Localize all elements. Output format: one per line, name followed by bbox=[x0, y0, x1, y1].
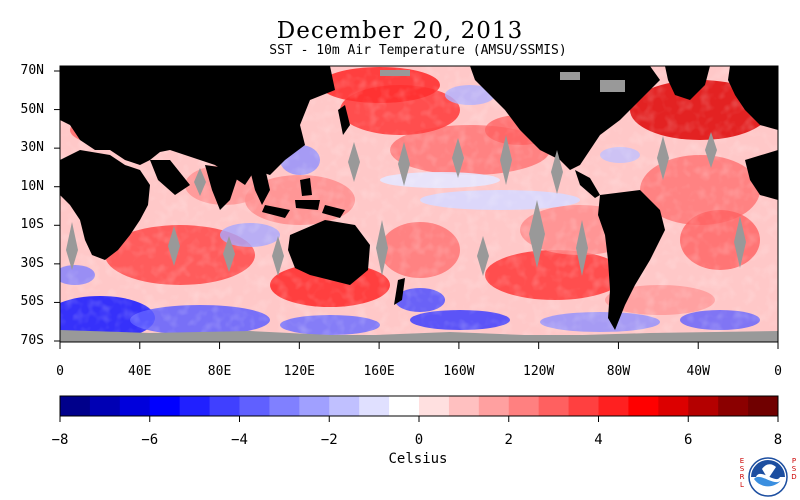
lon-label: 0 bbox=[56, 364, 64, 379]
colorbar-swatch bbox=[538, 396, 570, 416]
ice-missing-data bbox=[60, 70, 778, 342]
colorbar-swatch bbox=[508, 396, 540, 416]
lon-label: 120W bbox=[523, 364, 555, 379]
lon-label: 0 bbox=[774, 364, 782, 379]
psd-text: PSD bbox=[790, 457, 798, 481]
lon-label: 160E bbox=[363, 364, 395, 379]
colorbar-tick-label: −2 bbox=[320, 432, 338, 448]
colorbar-swatch bbox=[478, 396, 510, 416]
colorbar-title: Celsius bbox=[388, 451, 448, 467]
colorbar-swatch bbox=[329, 396, 360, 416]
lon-label: 40E bbox=[128, 364, 152, 379]
colorbar-swatch bbox=[149, 396, 181, 416]
land-masses bbox=[60, 66, 778, 330]
colorbar-tick-label: 8 bbox=[773, 432, 783, 448]
colorbar-swatch bbox=[389, 396, 420, 416]
colorbar-swatch bbox=[60, 396, 91, 416]
colorbar-swatch bbox=[359, 396, 390, 416]
lat-label: 10S bbox=[20, 217, 44, 233]
lon-label: 80W bbox=[606, 364, 631, 379]
lat-label: 70S bbox=[20, 333, 44, 348]
colorbar-swatch bbox=[748, 396, 779, 416]
map-frame bbox=[59, 65, 779, 343]
noaa-logo-icon bbox=[748, 457, 788, 497]
europe bbox=[728, 66, 778, 130]
colorbar-swatch bbox=[89, 396, 121, 416]
esrl-text: ESRL bbox=[738, 457, 746, 489]
colorbar-swatch bbox=[179, 396, 211, 416]
chart-subtitle: SST - 10m Air Temperature (AMSU/SSMIS) bbox=[269, 43, 567, 58]
colorbar-swatch bbox=[568, 396, 599, 416]
lon-label: 40W bbox=[686, 364, 710, 379]
colorbar-swatch bbox=[598, 396, 629, 416]
africa bbox=[60, 150, 150, 260]
lon-label: 80E bbox=[207, 364, 232, 379]
lat-label: 30S bbox=[20, 255, 44, 271]
axis-ticks bbox=[54, 70, 779, 349]
australia bbox=[288, 220, 370, 285]
colorbar-swatch bbox=[688, 396, 719, 416]
colorbar-tick-label: −6 bbox=[141, 432, 159, 448]
lon-label: 160W bbox=[443, 364, 475, 379]
africa-west bbox=[745, 150, 778, 200]
colorbar-swatch bbox=[209, 396, 240, 416]
india bbox=[205, 165, 240, 210]
colorbar-swatch bbox=[718, 396, 749, 416]
colorbar-swatch bbox=[419, 396, 450, 416]
arabia bbox=[150, 160, 190, 195]
colorbar-swatch bbox=[119, 396, 151, 416]
south-america bbox=[598, 190, 665, 330]
lat-label: 70N bbox=[20, 63, 44, 78]
lat-label: 10N bbox=[20, 178, 44, 194]
lon-label: 120E bbox=[283, 364, 315, 379]
lat-label: 30N bbox=[20, 140, 44, 156]
colorbar-tick-label: 2 bbox=[504, 432, 513, 448]
colorbar-tick-label: 6 bbox=[684, 432, 693, 448]
lat-label: 50S bbox=[20, 294, 44, 310]
colorbar-tick-label: −8 bbox=[51, 432, 69, 448]
new-zealand bbox=[394, 278, 405, 305]
colorbar bbox=[59, 395, 779, 422]
logo-area: ESRL PSD bbox=[738, 455, 798, 499]
chart-title: December 20, 2013 bbox=[276, 18, 524, 44]
colorbar-tick-label: 4 bbox=[594, 432, 603, 448]
colorbar-swatch bbox=[628, 396, 659, 416]
southeast-asia bbox=[250, 168, 270, 205]
lat-label: 50N bbox=[20, 101, 44, 117]
colorbar-swatch bbox=[448, 396, 480, 416]
eurasia bbox=[60, 66, 335, 185]
colorbar-tick-label: −4 bbox=[231, 432, 248, 448]
greenland bbox=[665, 66, 710, 100]
colorbar-swatch bbox=[299, 396, 330, 416]
colorbar-tick-label: 0 bbox=[414, 432, 424, 448]
colorbar-swatch bbox=[658, 396, 689, 416]
colorbar-swatch bbox=[269, 396, 300, 416]
colorbar-swatch bbox=[239, 396, 270, 416]
